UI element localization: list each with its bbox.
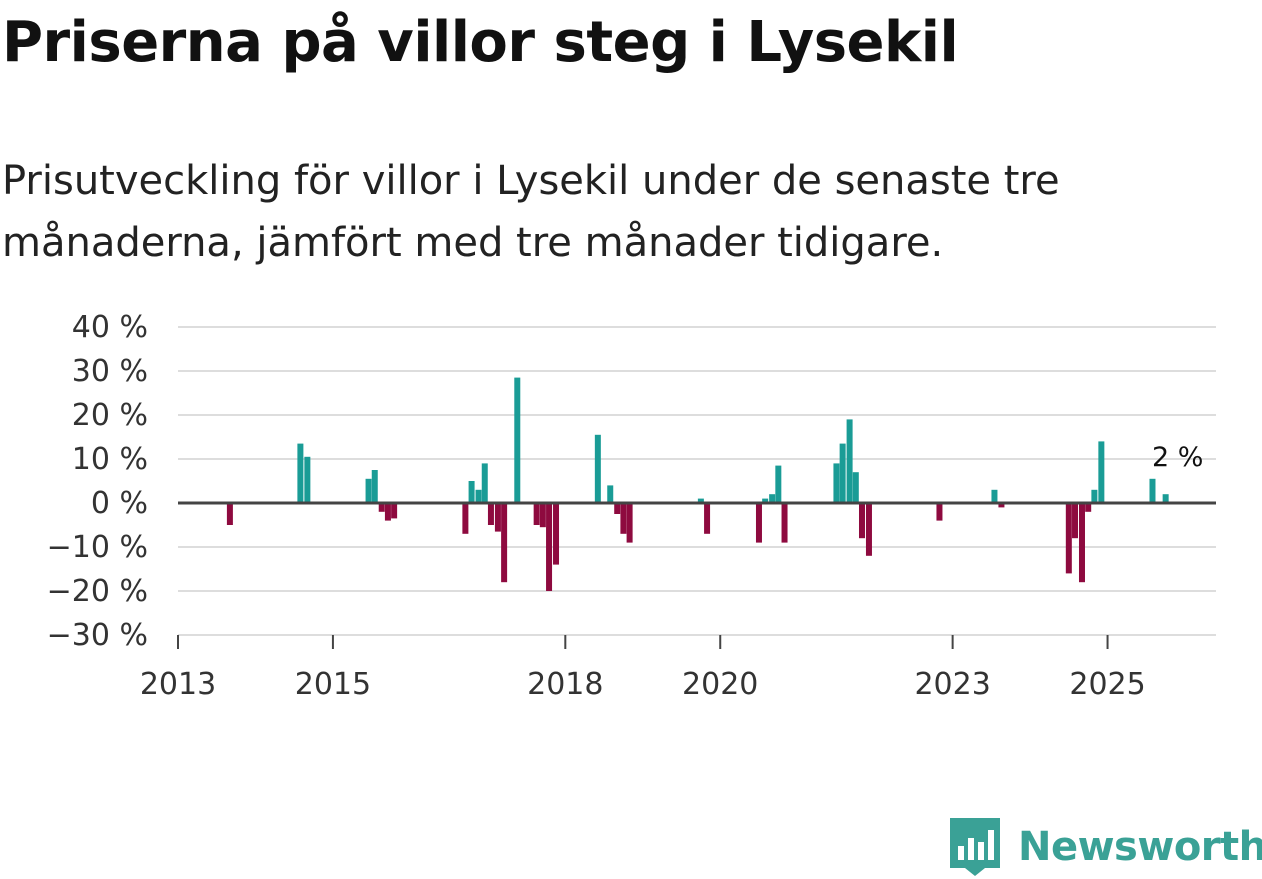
bar <box>833 463 840 503</box>
bar <box>1162 494 1169 503</box>
grid-lines <box>178 326 1216 636</box>
bar <box>533 503 540 525</box>
x-tick-label: 2013 <box>140 667 216 702</box>
bar <box>1065 503 1072 574</box>
bar <box>481 463 488 503</box>
bar <box>607 485 614 503</box>
bar <box>594 434 601 503</box>
bar <box>1149 478 1156 503</box>
bar <box>1085 503 1092 512</box>
bar <box>226 503 233 525</box>
bar <box>378 503 385 512</box>
bar <box>462 503 469 534</box>
bar <box>614 503 621 514</box>
bar <box>858 503 865 539</box>
bar <box>391 503 398 519</box>
y-tick-label: −10 % <box>47 530 148 565</box>
bar <box>514 377 521 503</box>
x-tick-label: 2018 <box>527 667 603 702</box>
y-tick-label: 10 % <box>72 442 148 477</box>
bar <box>704 503 711 534</box>
bar <box>501 503 508 583</box>
x-tick-label: 2025 <box>1069 667 1145 702</box>
bar <box>304 456 311 503</box>
y-tick-label: −30 % <box>47 618 148 653</box>
bar <box>384 503 391 521</box>
y-tick-label: 20 % <box>72 398 148 433</box>
bar <box>626 503 633 543</box>
chart-subtitle: Prisutveckling för villor i Lysekil unde… <box>2 158 1060 266</box>
bar <box>998 503 1005 508</box>
bar <box>297 443 304 503</box>
bar <box>494 503 501 532</box>
y-tick-label: 30 % <box>72 354 148 389</box>
x-tick-label: 2020 <box>682 667 758 702</box>
latest-value-label: 2 % <box>1152 442 1203 473</box>
bar <box>487 503 494 525</box>
bar <box>539 503 546 528</box>
y-tick-label: −20 % <box>47 574 148 609</box>
bar-chart: 40 %30 %20 %10 %0 %−10 %−20 %−30 % 2013 2… <box>47 310 1216 702</box>
bar <box>762 498 769 503</box>
bar <box>769 494 776 503</box>
annotations: 2 % <box>1152 442 1203 473</box>
bar <box>755 503 762 543</box>
bar <box>553 503 560 565</box>
bar <box>1078 503 1085 583</box>
bar <box>620 503 627 534</box>
bar <box>1072 503 1079 539</box>
bar <box>991 489 998 503</box>
bar <box>775 465 782 503</box>
bar <box>475 489 482 503</box>
bar <box>936 503 943 521</box>
bar <box>839 443 846 503</box>
bar <box>546 503 553 591</box>
x-axis: 2013 2015 2018 2020 2023 2025 <box>140 635 1146 702</box>
y-axis-tick-labels: 40 % 30 % 20 % 10 % 0 % −10 % −20 % −30 % <box>47 310 148 653</box>
x-tick-label: 2015 <box>295 667 371 702</box>
brand-name: Newsworthy <box>1018 824 1262 870</box>
bar <box>468 481 475 503</box>
bar <box>846 419 853 503</box>
y-tick-label: 40 % <box>72 310 148 345</box>
bars <box>226 377 1169 591</box>
bar <box>371 470 378 503</box>
bar <box>1091 489 1098 503</box>
bar <box>852 472 859 503</box>
y-tick-label: 0 % <box>91 486 148 521</box>
chart-title: Priserna på villor steg i Lysekil <box>2 10 959 75</box>
bar <box>365 478 372 503</box>
newsworthy-logo: Newsworthy <box>950 818 1262 876</box>
bar <box>781 503 788 543</box>
bar <box>865 503 872 556</box>
newsworthy-logo-icon <box>950 818 1000 876</box>
bar <box>697 498 704 503</box>
bar <box>1098 441 1105 503</box>
x-tick-label: 2023 <box>914 667 990 702</box>
